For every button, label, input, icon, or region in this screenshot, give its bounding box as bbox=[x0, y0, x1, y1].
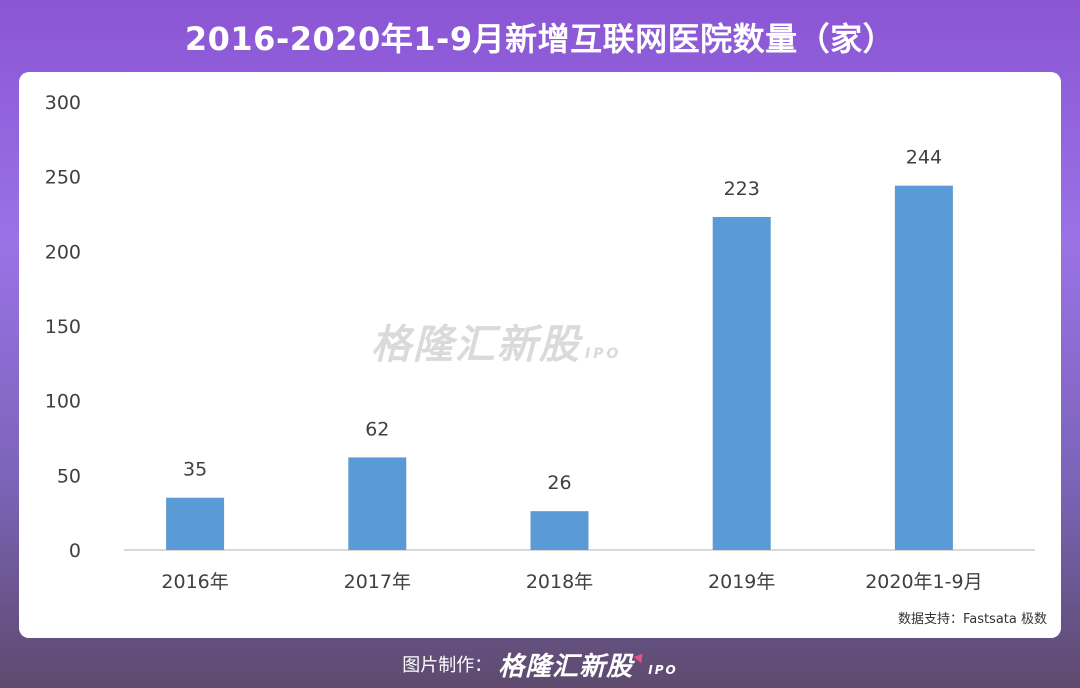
x-tick-label: 2018年 bbox=[526, 571, 593, 593]
data-label: 35 bbox=[183, 459, 207, 481]
bar bbox=[348, 457, 407, 550]
y-tick-label: 0 bbox=[69, 540, 81, 562]
y-tick-label: 300 bbox=[45, 92, 81, 114]
y-tick-label: 100 bbox=[45, 391, 81, 413]
x-tick-label: 2019年 bbox=[708, 571, 775, 593]
x-tick-label: 2016年 bbox=[161, 571, 228, 593]
page-title: 2016-2020年1-9月新增互联网医院数量（家） bbox=[184, 20, 896, 58]
chart-panel: 0 50 100 150 200 250 300 35 2016年 62 2017年 26 2018年 2… bbox=[19, 72, 1061, 638]
trend-arrow-icon bbox=[633, 650, 647, 664]
footer: 图片制作： 格隆汇新股 IPO bbox=[0, 644, 1080, 684]
bar-chart: 0 50 100 150 200 250 300 35 2016年 62 2017年 26 2018年 2… bbox=[45, 92, 1035, 593]
data-source-note: 数据支持：Fastsata 极数 bbox=[897, 612, 1047, 627]
y-tick-label: 250 bbox=[45, 167, 81, 189]
y-tick-label: 200 bbox=[45, 241, 81, 263]
data-label: 26 bbox=[547, 472, 571, 494]
data-label: 244 bbox=[906, 147, 942, 169]
data-label: 223 bbox=[724, 178, 760, 200]
bar bbox=[530, 511, 589, 550]
data-label: 62 bbox=[365, 418, 389, 440]
bar bbox=[894, 185, 953, 551]
x-tick-label: 2020年1-9月 bbox=[865, 571, 982, 593]
y-tick-label: 50 bbox=[57, 465, 81, 487]
bar bbox=[712, 216, 771, 550]
footer-brand-sub: IPO bbox=[648, 663, 678, 677]
bar bbox=[166, 497, 225, 550]
y-tick-label: 150 bbox=[45, 316, 81, 338]
footer-brand-logo: 格隆汇新股 bbox=[498, 651, 634, 682]
footer-label: 图片制作： bbox=[402, 655, 493, 676]
x-tick-label: 2017年 bbox=[344, 571, 411, 593]
